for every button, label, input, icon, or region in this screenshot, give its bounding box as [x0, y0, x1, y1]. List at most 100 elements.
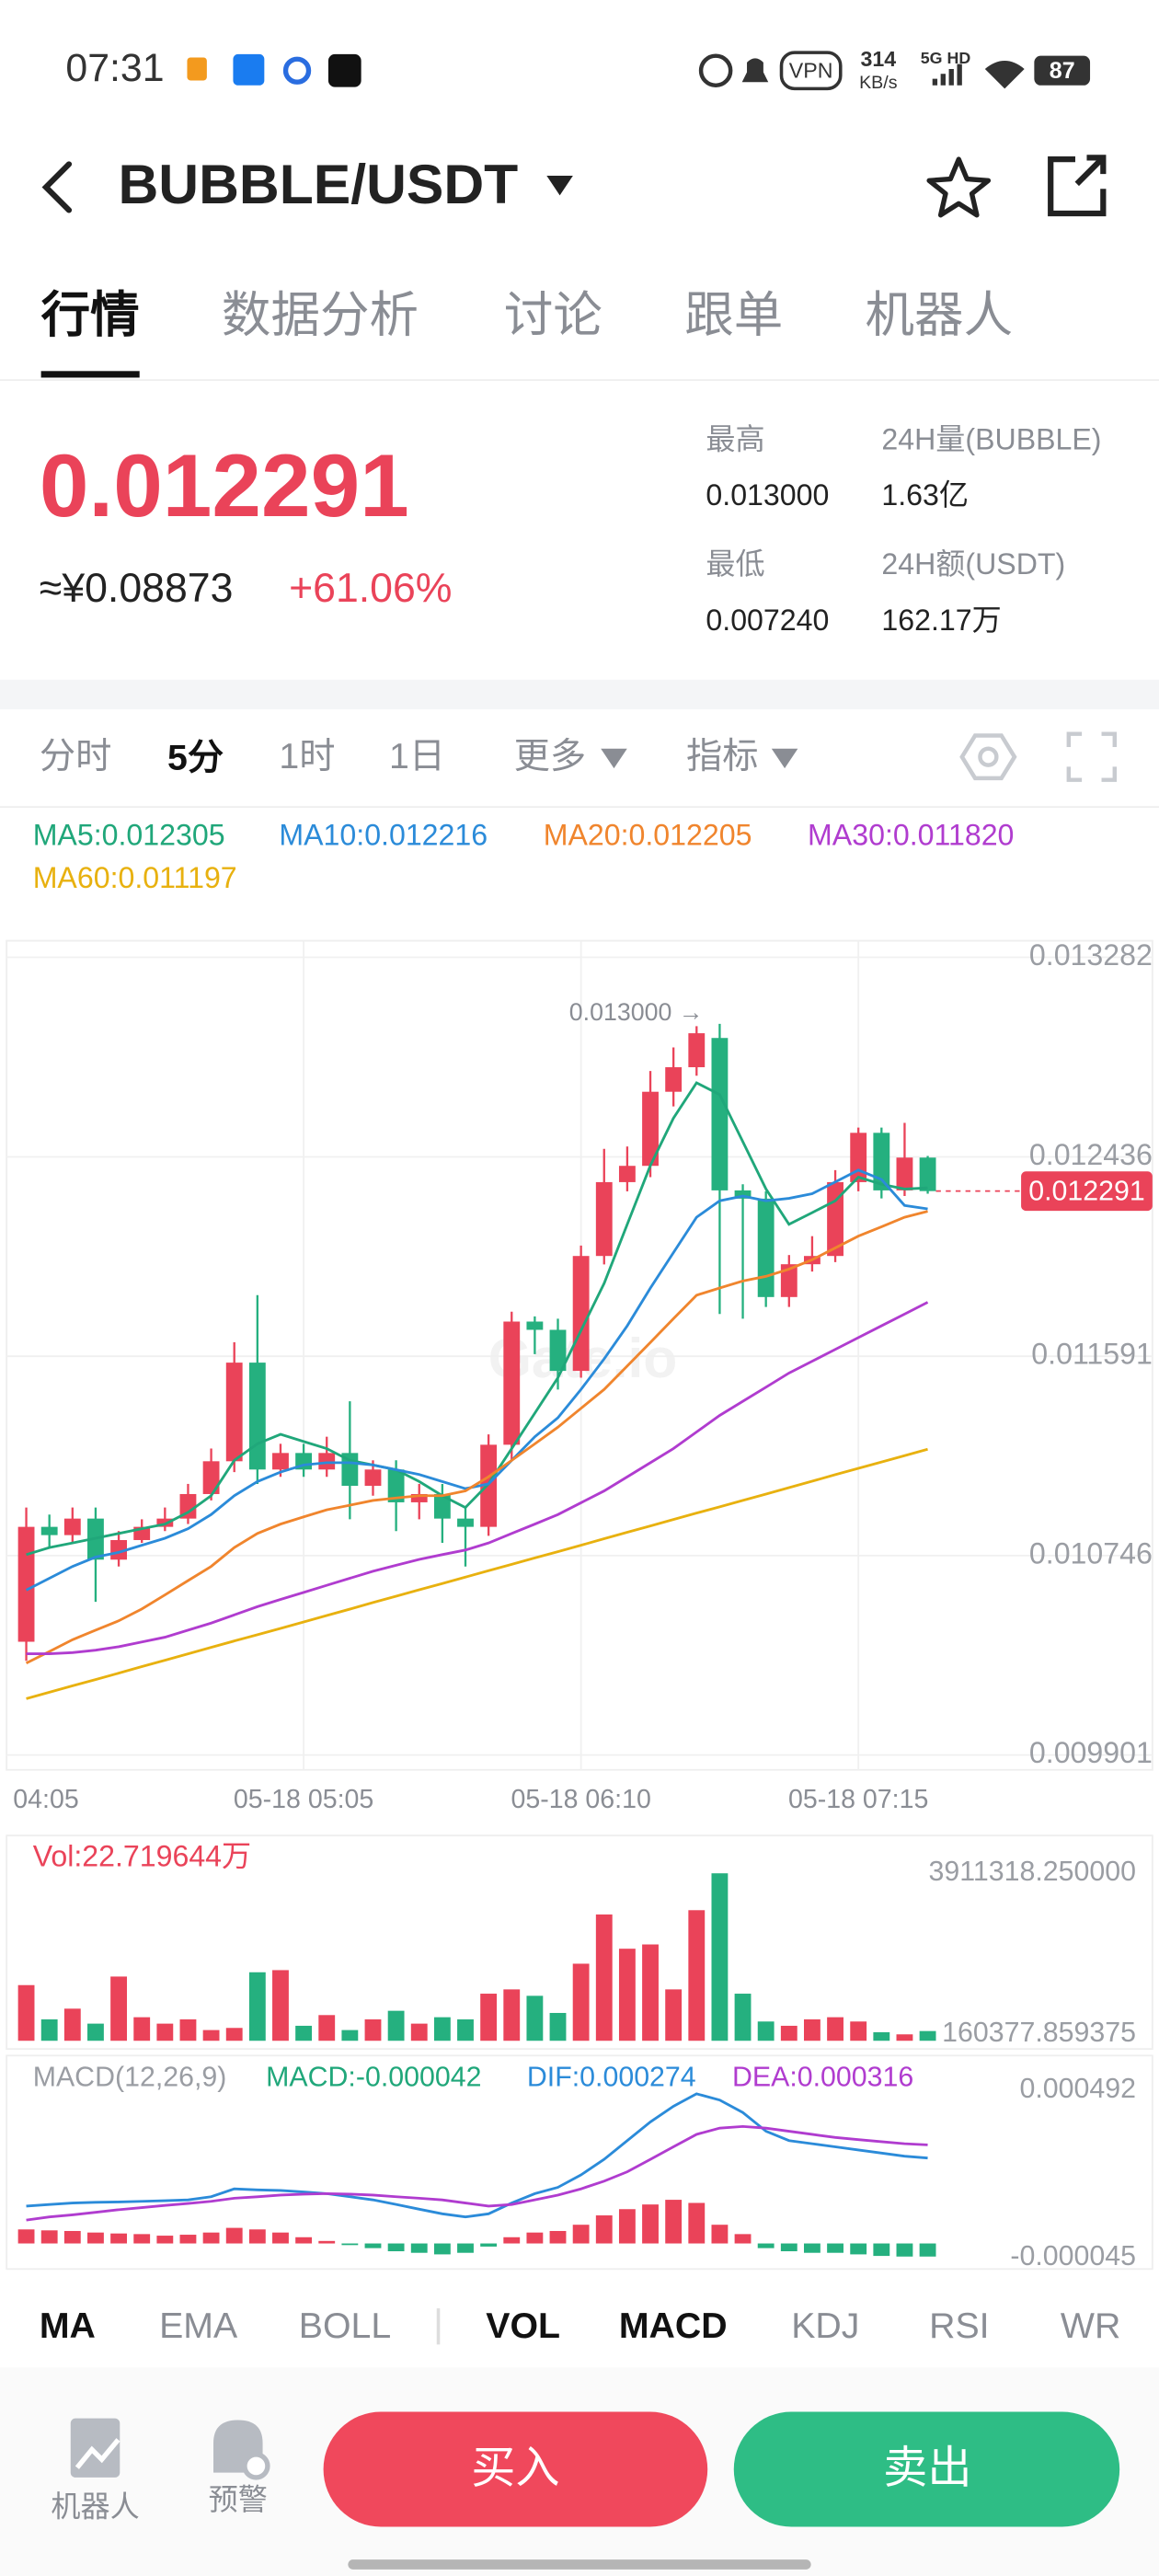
indicator-tab[interactable]: RSI — [929, 2306, 989, 2346]
volume-bar — [17, 1984, 35, 2041]
macd-bar — [572, 2225, 590, 2244]
interval[interactable]: 1日 — [389, 736, 445, 776]
indicator-tab[interactable]: MACD — [619, 2306, 728, 2346]
macd-bar — [40, 2230, 58, 2244]
high-annotation: 0.013000 → — [569, 998, 704, 1026]
tab[interactable]: 机器人 — [866, 288, 1014, 342]
candle-body — [40, 1526, 58, 1535]
candle-body — [503, 1321, 521, 1445]
ma-line — [25, 1210, 928, 1665]
candle-body — [711, 1038, 729, 1190]
app-icon — [282, 56, 312, 85]
signal-type: 5G HD — [921, 49, 971, 67]
vpn-badge — [779, 51, 843, 91]
alert-label[interactable]: 预警 — [209, 2483, 268, 2516]
macd-chart: MACD(12,26,9) MACD:-0.000042 DIF:0.000274 D… — [17, 2062, 1137, 2271]
ma-line — [26, 1301, 929, 1656]
stat-label: 24H额(USDT) — [881, 547, 1065, 581]
volume-bar — [873, 2031, 890, 2041]
buy-button[interactable] — [323, 2411, 708, 2527]
stat-value: 0.007240 — [706, 604, 829, 637]
volume-bar — [295, 2025, 313, 2041]
legend-entry: MA20:0.012205 — [544, 819, 752, 852]
candle-body — [225, 1363, 243, 1462]
volume-bar — [595, 1914, 613, 2041]
interval[interactable]: 1时 — [279, 736, 335, 776]
candle-body — [63, 1518, 81, 1535]
tab[interactable]: 数据分析 — [222, 288, 419, 342]
macd-bar — [595, 2215, 613, 2244]
price-cny: ≈¥0.08873 — [40, 566, 234, 611]
volume-bar — [202, 2030, 220, 2041]
indicator-tab[interactable]: VOL — [486, 2306, 560, 2346]
candle-body — [780, 1264, 798, 1297]
tab[interactable]: 跟单 — [684, 288, 783, 342]
divider — [0, 379, 1159, 382]
volume-bar — [827, 2017, 843, 2041]
candle-body — [919, 1157, 936, 1191]
indicator-tab[interactable]: BOLL — [299, 2306, 391, 2346]
alarm-icon — [698, 53, 733, 88]
favorite-button[interactable] — [926, 156, 992, 218]
interval[interactable]: 5分 — [167, 738, 224, 778]
indicator-tab[interactable]: KDJ — [791, 2306, 859, 2346]
back-button[interactable] — [41, 161, 73, 213]
robot-label[interactable]: 机器人 — [51, 2490, 139, 2523]
indicator-tab[interactable]: EMA — [159, 2306, 238, 2346]
tab[interactable]: 行情 — [41, 288, 140, 342]
y-tick-label: 3911318.250000 — [929, 1857, 1136, 1887]
last-price-tag — [1021, 1171, 1153, 1212]
last-price: 0.012291 — [40, 437, 409, 535]
macd-bar — [110, 2233, 127, 2244]
indicator-tab[interactable]: WR — [1061, 2306, 1120, 2346]
candle-body — [202, 1461, 220, 1494]
volume-bar — [457, 2018, 474, 2041]
y-tick-label: -0.000045 — [1010, 2241, 1136, 2271]
interval[interactable]: 分时 — [40, 736, 112, 776]
macd-bar — [248, 2229, 266, 2244]
macd-bar — [642, 2204, 659, 2244]
mute-icon — [741, 58, 769, 83]
candle-body — [850, 1133, 867, 1182]
volume-bar — [225, 2028, 243, 2041]
volume-bar — [248, 1972, 266, 2041]
settings-button[interactable] — [959, 733, 1017, 781]
volume-bar — [503, 1989, 521, 2041]
indicator-tab[interactable]: MA — [40, 2306, 96, 2346]
y-tick-label: 0.000492 — [1020, 2074, 1137, 2104]
sell-label[interactable]: 卖出 — [883, 2444, 971, 2493]
pair-title[interactable]: BUBBLE/USDT — [118, 153, 518, 215]
pair-dropdown[interactable] — [546, 175, 573, 196]
buy-label[interactable]: 买入 — [471, 2444, 559, 2493]
app-icon — [233, 53, 265, 86]
tab[interactable]: 讨论 — [504, 288, 602, 342]
interval[interactable]: 指标 — [686, 736, 759, 776]
app-icon — [327, 53, 361, 87]
fullscreen-button[interactable] — [1066, 731, 1118, 782]
candle-body — [595, 1181, 613, 1257]
volume-bar — [780, 2025, 798, 2041]
stat-label: 最高 — [706, 423, 764, 456]
legend-entry: MA30:0.011820 — [808, 819, 1014, 852]
y-tick-label: 0.011591 — [1031, 1338, 1153, 1371]
volume-bar — [410, 2023, 428, 2041]
robot-icon-line — [75, 2438, 120, 2469]
macd-bar — [780, 2243, 798, 2252]
share-button[interactable] — [1048, 155, 1107, 217]
alert-icon-gear — [242, 2452, 270, 2480]
macd-bar — [480, 2243, 498, 2247]
home-indicator — [348, 2559, 811, 2570]
macd-bar — [17, 2229, 35, 2244]
volume-panel — [6, 1834, 1153, 2051]
macd-bar — [850, 2243, 867, 2255]
x-tick-label: 05-18 06:10 — [511, 1785, 650, 1814]
interval[interactable]: 更多 — [514, 736, 587, 776]
macd-bar — [549, 2230, 567, 2244]
vpn-label: VPN — [789, 59, 833, 83]
volume-bar — [63, 2008, 81, 2041]
ma-line — [26, 1447, 928, 1700]
candle-body — [410, 1493, 428, 1502]
dropdown-arrow — [601, 748, 627, 769]
sell-button[interactable] — [733, 2411, 1120, 2527]
macd-panel — [6, 2054, 1153, 2271]
